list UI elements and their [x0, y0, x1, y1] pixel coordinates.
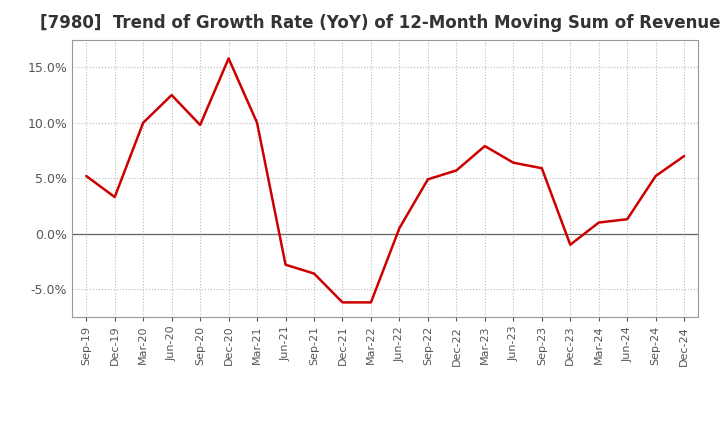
Title: [7980]  Trend of Growth Rate (YoY) of 12-Month Moving Sum of Revenues: [7980] Trend of Growth Rate (YoY) of 12-…: [40, 15, 720, 33]
